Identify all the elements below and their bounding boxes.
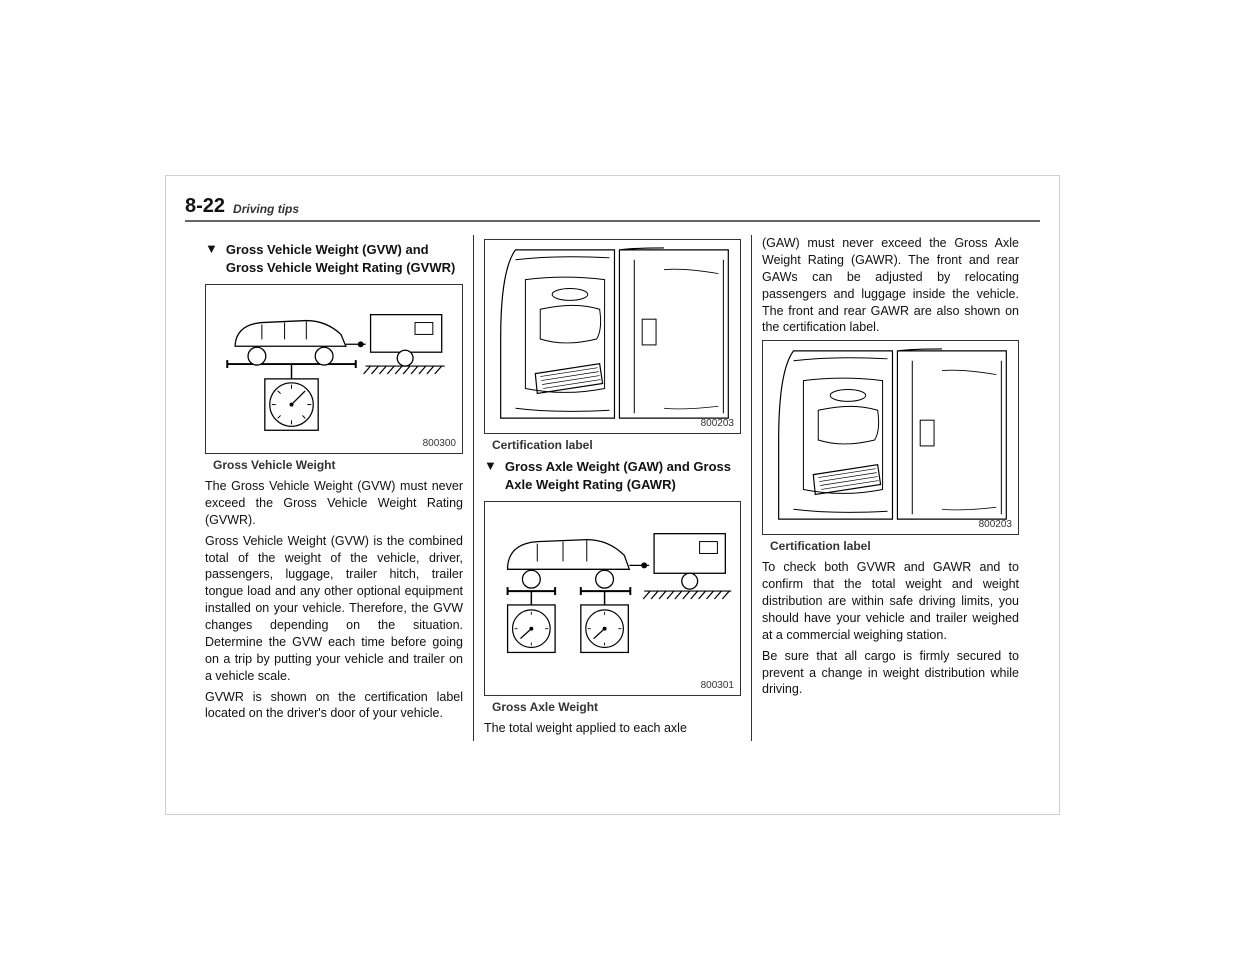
figure-caption-gvw: Gross Vehicle Weight (213, 458, 463, 472)
figure-number: 800203 (979, 519, 1012, 530)
triangle-icon: ▼ (205, 241, 218, 257)
figure-cert-label-2: 800203 (762, 340, 1019, 535)
figure-caption-cert-2: Certification label (770, 539, 1019, 553)
triangle-icon: ▼ (484, 458, 497, 474)
figure-number: 800300 (423, 438, 456, 449)
body-paragraph: The total weight applied to each axle (484, 720, 741, 737)
page-number: 8-22 (185, 195, 225, 218)
body-paragraph: (GAW) must never exceed the Gross Axle W… (762, 235, 1019, 336)
content-columns: ▼ Gross Vehicle Weight (GVW) and Gross V… (195, 235, 1030, 741)
figure-number: 800301 (701, 680, 734, 691)
figure-gaw: 800301 (484, 501, 741, 696)
door-label-diagram-icon (485, 240, 740, 433)
subheading-gvw: ▼ Gross Vehicle Weight (GVW) and Gross V… (205, 241, 463, 276)
chapter-title: Driving tips (233, 202, 299, 218)
door-label-diagram-icon (763, 341, 1018, 534)
gaw-diagram-icon (485, 502, 740, 695)
figure-number: 800203 (701, 418, 734, 429)
body-paragraph: Gross Vehicle Weight (GVW) is the combin… (205, 533, 463, 685)
figure-cert-label-1: 800203 (484, 239, 741, 434)
column-2: 800203 Certification label ▼ Gross Axle … (473, 235, 751, 741)
subheading-gaw-text: Gross Axle Weight (GAW) and Gross Axle W… (505, 458, 741, 493)
body-paragraph: To check both GVWR and GAWR and to confi… (762, 559, 1019, 643)
body-paragraph: The Gross Vehicle Weight (GVW) must neve… (205, 478, 463, 529)
body-paragraph: GVWR is shown on the certification label… (205, 689, 463, 723)
body-paragraph: Be sure that all cargo is firmly secured… (762, 648, 1019, 699)
figure-gvw: 800300 (205, 284, 463, 454)
subheading-gaw: ▼ Gross Axle Weight (GAW) and Gross Axle… (484, 458, 741, 493)
subheading-gvw-text: Gross Vehicle Weight (GVW) and Gross Veh… (226, 241, 463, 276)
gvw-diagram-icon (206, 285, 462, 453)
figure-caption-cert-1: Certification label (492, 438, 741, 452)
figure-caption-gaw: Gross Axle Weight (492, 700, 741, 714)
page-header: 8-22 Driving tips (185, 195, 1040, 222)
column-3: (GAW) must never exceed the Gross Axle W… (751, 235, 1029, 741)
column-1: ▼ Gross Vehicle Weight (GVW) and Gross V… (195, 235, 473, 741)
